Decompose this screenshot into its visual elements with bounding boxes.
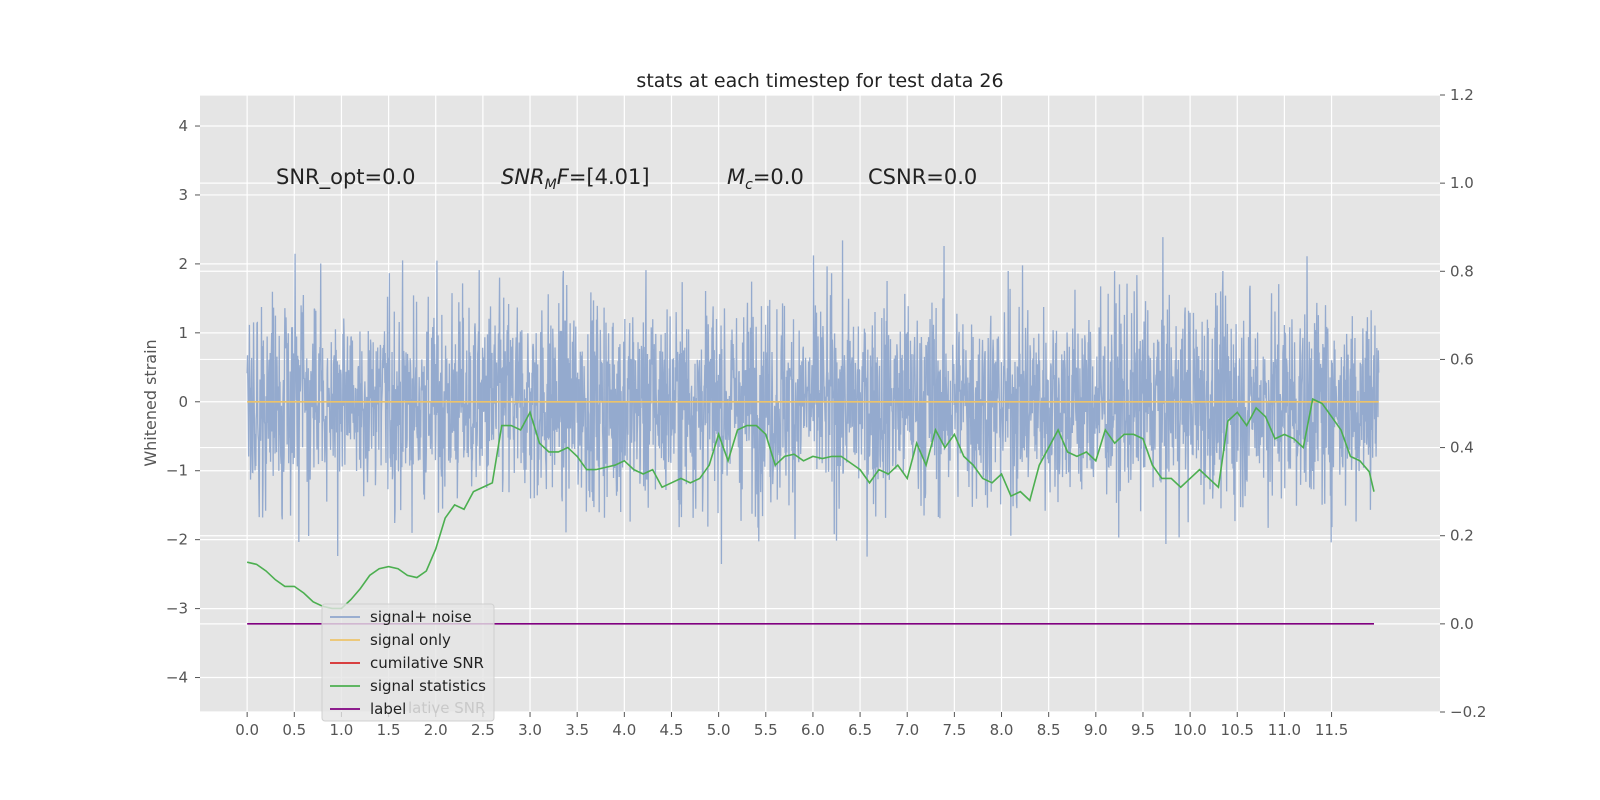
signal-plus-noise-trace xyxy=(246,237,1380,564)
x-tick-label: 10.0 xyxy=(1173,721,1206,739)
x-tick-label: 0.0 xyxy=(235,721,259,739)
x-tick-label: 10.5 xyxy=(1221,721,1254,739)
legend-entry: label xyxy=(370,700,406,718)
series-signal-statistics xyxy=(246,397,1375,610)
x-tick-label: 5.5 xyxy=(754,721,778,739)
annotation-snr-mf-value: =[4.01] xyxy=(569,165,650,189)
annotation-csnr: CSNR=0.0 xyxy=(868,165,977,189)
x-tick-label: 4.0 xyxy=(612,721,636,739)
x-tick-label: 7.0 xyxy=(895,721,919,739)
annotation-mc-sub: c xyxy=(745,177,753,193)
x-tick-label: 7.5 xyxy=(942,721,966,739)
y2-tick-label: 0.2 xyxy=(1450,527,1474,545)
legend-entry: signal only xyxy=(370,631,451,649)
y-tick-label: −1 xyxy=(166,462,188,480)
annotation-mc-value: =0.0 xyxy=(753,165,804,189)
y2-tick-label: 0.8 xyxy=(1450,262,1474,280)
legend-entry: cumilative SNR xyxy=(370,654,484,672)
x-tick-label: 8.0 xyxy=(990,721,1014,739)
annotation-mc-main: M xyxy=(727,165,745,189)
x-tick-label: 6.0 xyxy=(801,721,825,739)
x-tick-label: 3.0 xyxy=(518,721,542,739)
y2-tick-label: 0.0 xyxy=(1450,615,1474,633)
y-tick-label: 3 xyxy=(178,186,188,204)
x-tick-label: 11.0 xyxy=(1268,721,1301,739)
y2-tick-label: 0.4 xyxy=(1450,439,1474,457)
x-tick-label: 11.5 xyxy=(1315,721,1348,739)
x-tick-label: 3.5 xyxy=(565,721,589,739)
x-tick-label: 1.0 xyxy=(330,721,354,739)
x-tick-label: 6.5 xyxy=(848,721,872,739)
x-tick-label: 5.0 xyxy=(707,721,731,739)
legend-entry: signal+ noise xyxy=(370,608,472,626)
annotation-snr-mf-italic: F xyxy=(557,165,570,189)
y-tick-label: −2 xyxy=(166,531,188,549)
x-tick-label: 2.0 xyxy=(424,721,448,739)
y-tick-label: 1 xyxy=(178,324,188,342)
annotation-snr-mf-main: SNR xyxy=(501,165,545,189)
x-tick-label: 9.5 xyxy=(1131,721,1155,739)
x-tick-label: 4.5 xyxy=(660,721,684,739)
y2-tick-label: 1.0 xyxy=(1450,174,1474,192)
y2-tick-label: 1.2 xyxy=(1450,86,1474,104)
x-tick-label: 9.0 xyxy=(1084,721,1108,739)
legend: lative SNR signal+ noise signal only cumil… xyxy=(321,603,495,722)
annotation-snr-mf: SNRMF=[4.01] xyxy=(501,165,650,193)
y-tick-label: 4 xyxy=(178,117,188,135)
legend-entry: signal statistics xyxy=(370,677,486,695)
legend-items: signal+ noise signal only cumilative SNR si… xyxy=(330,608,486,718)
x-tick-label: 2.5 xyxy=(471,721,495,739)
y-axis-left-ticks: 4 3 2 1 0 −1 −2 −3 −4 xyxy=(166,117,200,687)
y-tick-label: −4 xyxy=(166,669,188,687)
y2-tick-label: −0.2 xyxy=(1450,703,1486,721)
x-tick-label: 1.5 xyxy=(377,721,401,739)
annotation-snr-mf-sub: M xyxy=(545,177,557,193)
y-tick-label: 0 xyxy=(178,393,188,411)
chart-title: stats at each timestep for test data 26 xyxy=(636,70,1003,92)
y-axis-label: Whitened strain xyxy=(141,339,160,466)
annotation-snr-opt: SNR_opt=0.0 xyxy=(276,165,416,190)
annotation-mc: Mc=0.0 xyxy=(727,165,804,193)
y-axis-right-ticks: 1.2 1.0 0.8 0.6 0.4 0.2 0.0 −0.2 xyxy=(1440,86,1486,721)
y2-tick-label: 0.6 xyxy=(1450,350,1474,368)
legend-box xyxy=(321,603,495,722)
legend-ghost-text: lative SNR xyxy=(408,699,485,717)
series-signal-plus-noise xyxy=(246,237,1380,564)
y-tick-label: 2 xyxy=(178,255,188,273)
x-tick-label: 0.5 xyxy=(282,721,306,739)
x-tick-label: 8.5 xyxy=(1037,721,1061,739)
x-axis-ticks: 0.0 0.5 1.0 1.5 2.0 2.5 3.0 3.5 4.0 4.5 5.0 5.5 6.0 6… xyxy=(235,712,1348,739)
y-tick-label: −3 xyxy=(166,600,188,618)
